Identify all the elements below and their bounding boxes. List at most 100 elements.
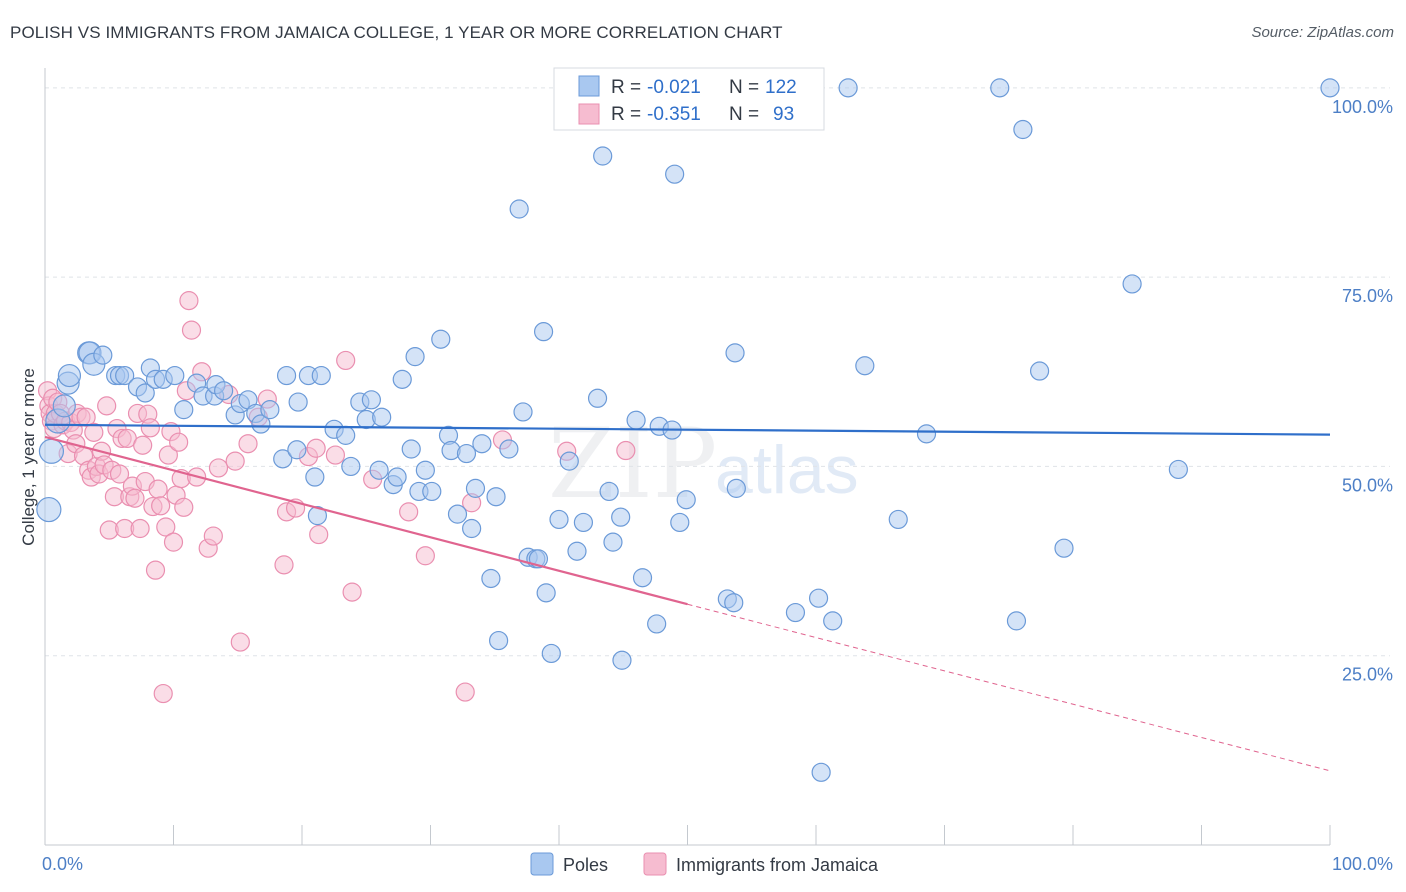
jamaica-point [169,432,189,452]
poles-point [372,407,392,427]
poles-point [611,507,631,527]
poles-point [838,78,858,98]
jamaica-point [151,496,171,516]
poles-point [441,440,461,461]
poles-point [603,532,623,552]
jamaica-point [181,320,202,340]
poles-point [472,434,492,454]
poles-point [1054,538,1074,558]
bottom-legend-label-poles: Poles [563,855,608,875]
legend-n-label-poles: N = [729,77,759,98]
poles-point [57,363,82,388]
jamaica-point [455,682,475,702]
poles-point [990,78,1010,98]
jamaica-point [325,445,346,465]
x-tick-label: 0.0% [42,854,83,874]
poles-point [823,611,843,631]
legend-r-value-poles: -0.021 [647,77,701,98]
jamaica-point [145,560,166,580]
poles-point [165,365,185,386]
watermark: ZIP atlas [548,408,859,520]
jamaica-point [415,546,435,566]
series-legend: Poles Immigrants from Jamaica [530,852,879,876]
poles-point [612,650,632,670]
poles-point [214,381,234,401]
poles-point [647,614,667,634]
poles-point [513,402,533,422]
poles-point [509,199,529,219]
poles-point [785,602,806,623]
jamaica-point [342,582,362,602]
poles-point [135,383,155,403]
poles-point [36,496,62,523]
x-tick-label: 100.0% [1332,854,1393,874]
poles-point [626,410,646,430]
poles-trend-line [44,423,1331,436]
poles-point [447,504,468,524]
poles-point [305,467,325,487]
bottom-legend-swatch-jamaica [643,852,667,876]
jamaica-point [109,464,130,484]
poles-point [725,343,745,363]
poles-point [465,478,486,498]
trend-lines [44,423,1331,772]
jamaica-point [225,451,245,471]
poles-point [361,390,381,410]
poles-point [1029,361,1050,381]
legend-r-label-jamaica: R = [611,104,641,125]
jamaica-point [76,407,96,427]
poles-point [276,365,297,386]
jamaica-point [399,502,419,522]
jamaica-point [306,438,326,458]
poles-point [307,506,328,526]
poles-point [593,146,613,166]
poles-point [52,394,76,418]
y-tick-label: 25.0% [1342,665,1393,685]
poles-point [115,365,135,386]
x-tick-labels: 0.0% 100.0% [42,854,1393,874]
y-tick-label: 50.0% [1342,475,1393,495]
poles-point [311,365,331,386]
jamaica-point [156,517,176,537]
poles-point [422,481,442,502]
poles-point [670,512,690,533]
poles-point [1168,459,1188,480]
jamaica-point [148,479,168,499]
legend-swatch-poles [578,75,600,97]
poles-point [174,400,194,420]
poles-point [489,630,509,651]
poles-point [415,460,435,480]
poles-point [808,588,829,608]
y-axis-label: College, 1 year or more [19,368,38,546]
poles-point [916,424,937,444]
poles-point [273,449,293,469]
jamaica-point [133,435,153,455]
poles-point [1122,274,1142,294]
poles-point [405,347,425,367]
poles-point [93,345,113,365]
legend-r-label-poles: R = [611,77,641,98]
jamaica-trend-extension [687,603,1331,772]
jamaica-point [309,524,329,545]
jamaica-point [125,488,145,508]
chart-title: POLISH VS IMMIGRANTS FROM JAMAICA COLLEG… [10,23,783,42]
poles-point [1006,611,1027,631]
series-jamaica-points [37,291,636,704]
jamaica-point [163,532,184,552]
poles-point [888,509,908,530]
jamaica-point [208,458,229,478]
jamaica-point [179,291,199,311]
y-tick-label: 100.0% [1332,97,1393,117]
poles-point [336,425,356,445]
jamaica-point [97,396,117,416]
poles-point [1320,78,1340,98]
poles-point [536,583,556,603]
poles-point [387,467,407,487]
poles-point [587,388,608,408]
source-label: Source: ZipAtlas.com [1251,24,1394,41]
legend-swatch-jamaica [578,103,600,125]
poles-point [632,568,653,588]
poles-point [533,322,554,342]
poles-point [676,490,696,510]
poles-point [1013,119,1033,140]
